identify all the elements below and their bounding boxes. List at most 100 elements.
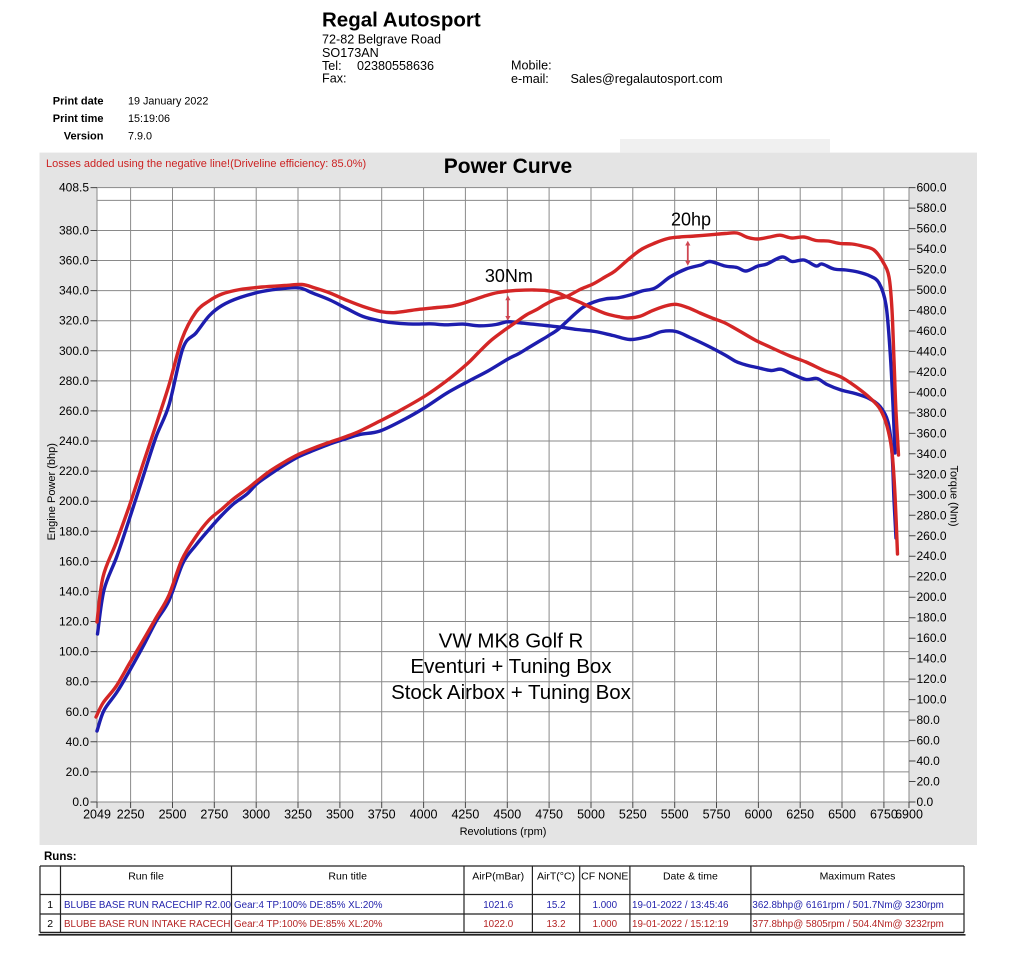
svg-text:Maximum Rates: Maximum Rates [820, 871, 896, 883]
svg-text:60.0: 60.0 [917, 734, 941, 748]
svg-text:1.000: 1.000 [593, 900, 618, 911]
svg-text:80.0: 80.0 [917, 713, 941, 727]
svg-text:7.9.0: 7.9.0 [128, 131, 152, 143]
svg-text:0.0: 0.0 [72, 795, 89, 809]
svg-text:4750: 4750 [535, 808, 563, 822]
svg-text:Torque (Nm): Torque (Nm) [948, 465, 960, 526]
svg-text:15.2: 15.2 [546, 900, 565, 911]
svg-text:6250: 6250 [786, 808, 814, 822]
svg-text:220.0: 220.0 [917, 570, 947, 584]
svg-text:4500: 4500 [493, 808, 521, 822]
svg-text:Sales@regalautosport.com: Sales@regalautosport.com [571, 72, 723, 86]
svg-text:420.0: 420.0 [917, 365, 947, 379]
svg-text:1.000: 1.000 [593, 919, 618, 930]
svg-text:340.0: 340.0 [59, 284, 89, 298]
svg-text:260.0: 260.0 [59, 404, 89, 418]
svg-text:400.0: 400.0 [917, 385, 947, 399]
svg-text:300.0: 300.0 [917, 488, 947, 502]
svg-text:15:19:06: 15:19:06 [128, 113, 170, 125]
svg-text:Print date: Print date [53, 96, 104, 108]
svg-text:5250: 5250 [619, 808, 647, 822]
svg-text:3750: 3750 [368, 808, 396, 822]
svg-text:580.0: 580.0 [917, 201, 947, 215]
svg-text:240.0: 240.0 [59, 434, 89, 448]
svg-text:20.0: 20.0 [66, 765, 90, 779]
svg-text:Regal Autosport: Regal Autosport [322, 9, 481, 32]
svg-text:320.0: 320.0 [59, 314, 89, 328]
svg-text:40.0: 40.0 [917, 754, 941, 768]
svg-text:Runs:: Runs: [44, 851, 77, 863]
svg-text:19 January 2022: 19 January 2022 [128, 96, 208, 108]
svg-text:Power Curve: Power Curve [444, 155, 572, 178]
svg-text:1021.6: 1021.6 [483, 900, 514, 911]
svg-text:4000: 4000 [410, 808, 438, 822]
svg-text:520.0: 520.0 [917, 263, 947, 277]
svg-text:1: 1 [47, 899, 53, 911]
svg-text:AirP(mBar): AirP(mBar) [472, 871, 524, 883]
svg-text:340.0: 340.0 [917, 447, 947, 461]
svg-text:Fax:: Fax: [322, 72, 347, 86]
svg-text:72-82 Belgrave Road: 72-82 Belgrave Road [322, 33, 441, 47]
svg-text:280.0: 280.0 [59, 374, 89, 388]
svg-text:Losses added using the negativ: Losses added using the negative line!(Dr… [46, 158, 366, 170]
svg-text:VW MK8 Golf R: VW MK8 Golf R [439, 629, 584, 652]
svg-text:360.0: 360.0 [59, 254, 89, 268]
svg-text:100.0: 100.0 [917, 693, 947, 707]
svg-text:5500: 5500 [661, 808, 689, 822]
svg-text:3250: 3250 [284, 808, 312, 822]
svg-text:20.0: 20.0 [917, 775, 941, 789]
svg-text:Print time: Print time [53, 113, 104, 125]
svg-text:Date & time: Date & time [663, 871, 718, 883]
svg-text:140.0: 140.0 [917, 652, 947, 666]
svg-text:SO173AN: SO173AN [322, 46, 379, 60]
svg-text:160.0: 160.0 [59, 554, 89, 568]
svg-text:CF NONE: CF NONE [581, 871, 628, 883]
svg-text:Mobile:: Mobile: [511, 59, 552, 73]
svg-text:80.0: 80.0 [66, 675, 90, 689]
svg-text:120.0: 120.0 [59, 615, 89, 629]
svg-text:2250: 2250 [117, 808, 145, 822]
svg-text:600.0: 600.0 [917, 181, 947, 195]
svg-text:440.0: 440.0 [917, 344, 947, 358]
svg-text:60.0: 60.0 [66, 705, 90, 719]
svg-text:480.0: 480.0 [917, 304, 947, 318]
svg-text:BLUBE BASE RUN RACECHIP R2.001: BLUBE BASE RUN RACECHIP R2.001 [64, 900, 236, 911]
svg-text:6750: 6750 [870, 808, 898, 822]
svg-text:140.0: 140.0 [59, 584, 89, 598]
svg-text:Engine Power (bhp): Engine Power (bhp) [46, 443, 58, 540]
svg-text:360.0: 360.0 [917, 426, 947, 440]
svg-text:Run file: Run file [128, 871, 164, 883]
svg-text:2750: 2750 [200, 808, 228, 822]
svg-text:e-mail:: e-mail: [511, 72, 549, 86]
svg-text:20hp: 20hp [671, 209, 711, 229]
svg-text:0.0: 0.0 [917, 795, 934, 809]
svg-text:260.0: 260.0 [917, 529, 947, 543]
svg-text:02380558636: 02380558636 [357, 59, 434, 73]
svg-text:4250: 4250 [451, 808, 479, 822]
svg-text:200.0: 200.0 [917, 590, 947, 604]
svg-text:180.0: 180.0 [917, 611, 947, 625]
svg-text:Run title: Run title [328, 871, 367, 883]
svg-text:362.8bhp@ 6161rpm / 501.7Nm@ 3: 362.8bhp@ 6161rpm / 501.7Nm@ 3230rpm [752, 900, 943, 911]
svg-text:6500: 6500 [828, 808, 856, 822]
svg-text:300.0: 300.0 [59, 344, 89, 358]
svg-text:Eventuri + Tuning Box: Eventuri + Tuning Box [410, 655, 612, 678]
svg-text:5000: 5000 [577, 808, 605, 822]
svg-text:6900: 6900 [895, 808, 923, 822]
svg-text:200.0: 200.0 [59, 494, 89, 508]
svg-text:408.5: 408.5 [59, 181, 89, 195]
svg-text:377.8bhp@ 5805rpm / 504.4Nm@ 3: 377.8bhp@ 5805rpm / 504.4Nm@ 3232rpm [752, 919, 943, 930]
svg-text:AirT(°C): AirT(°C) [537, 871, 575, 883]
svg-text:180.0: 180.0 [59, 524, 89, 538]
svg-text:2049: 2049 [83, 808, 111, 822]
svg-text:19-01-2022 / 13:45:46: 19-01-2022 / 13:45:46 [632, 900, 729, 911]
svg-text:30Nm: 30Nm [485, 266, 533, 286]
svg-text:Gear:4 TP:100% DE:85% XL:20%: Gear:4 TP:100% DE:85% XL:20% [234, 900, 383, 911]
svg-text:3000: 3000 [242, 808, 270, 822]
svg-text:Version: Version [64, 131, 104, 143]
svg-text:100.0: 100.0 [59, 645, 89, 659]
svg-text:1022.0: 1022.0 [483, 919, 514, 930]
svg-text:40.0: 40.0 [66, 735, 90, 749]
svg-text:6000: 6000 [744, 808, 772, 822]
svg-text:500.0: 500.0 [917, 283, 947, 297]
